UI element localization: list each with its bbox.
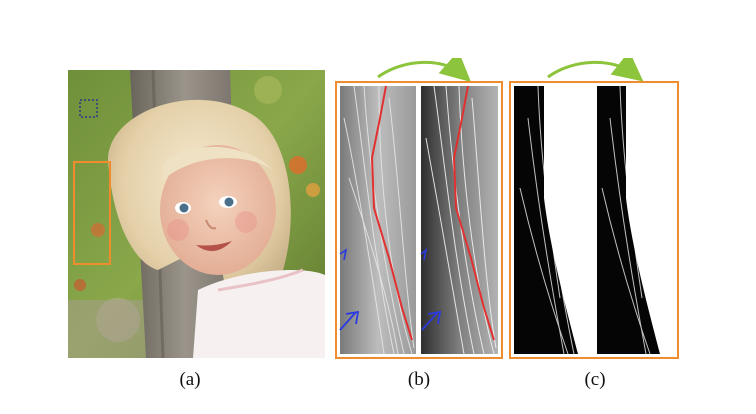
panel-b	[334, 58, 504, 360]
caption-b: (b)	[407, 369, 431, 390]
caption-a: (a)	[179, 369, 201, 390]
panel-c	[508, 58, 680, 360]
panel-a-photo	[68, 70, 325, 358]
caption-c: (c)	[584, 369, 606, 390]
